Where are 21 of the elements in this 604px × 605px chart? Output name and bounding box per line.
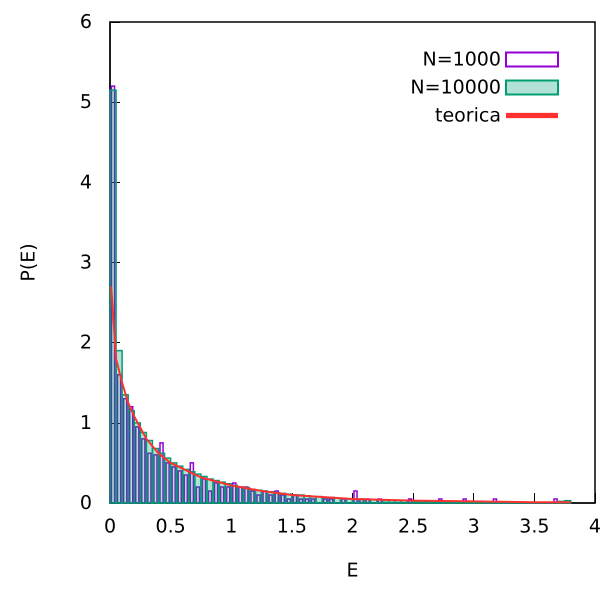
y-tick-label: 1 [80,412,92,434]
x-tick-label: 0 [104,516,116,538]
legend-label: teorica [435,104,501,126]
x-tick-label: 4 [588,516,602,538]
legend-label: N=1000 [422,48,501,70]
y-tick-label: 3 [80,252,92,274]
y-tick-label: 4 [80,171,92,194]
y-tick-label: 6 [80,11,92,33]
x-tick-label: 1.5 [276,516,307,538]
x-tick-label: 3.5 [519,516,550,538]
y-tick-label: 2 [80,332,92,354]
y-tick-label: 5 [80,91,92,114]
x-tick-label: 1 [225,516,238,538]
x-axis-title: E [346,560,358,582]
x-tick-label: 2 [346,516,359,538]
legend-label: N=10000 [410,76,501,98]
y-tick-label: 0 [80,492,92,514]
x-tick-label: 0.5 [156,516,186,538]
x-tick-label: 3 [468,516,480,538]
y-axis-title: P(E) [18,243,40,282]
x-tick-label: 2.5 [398,516,428,538]
